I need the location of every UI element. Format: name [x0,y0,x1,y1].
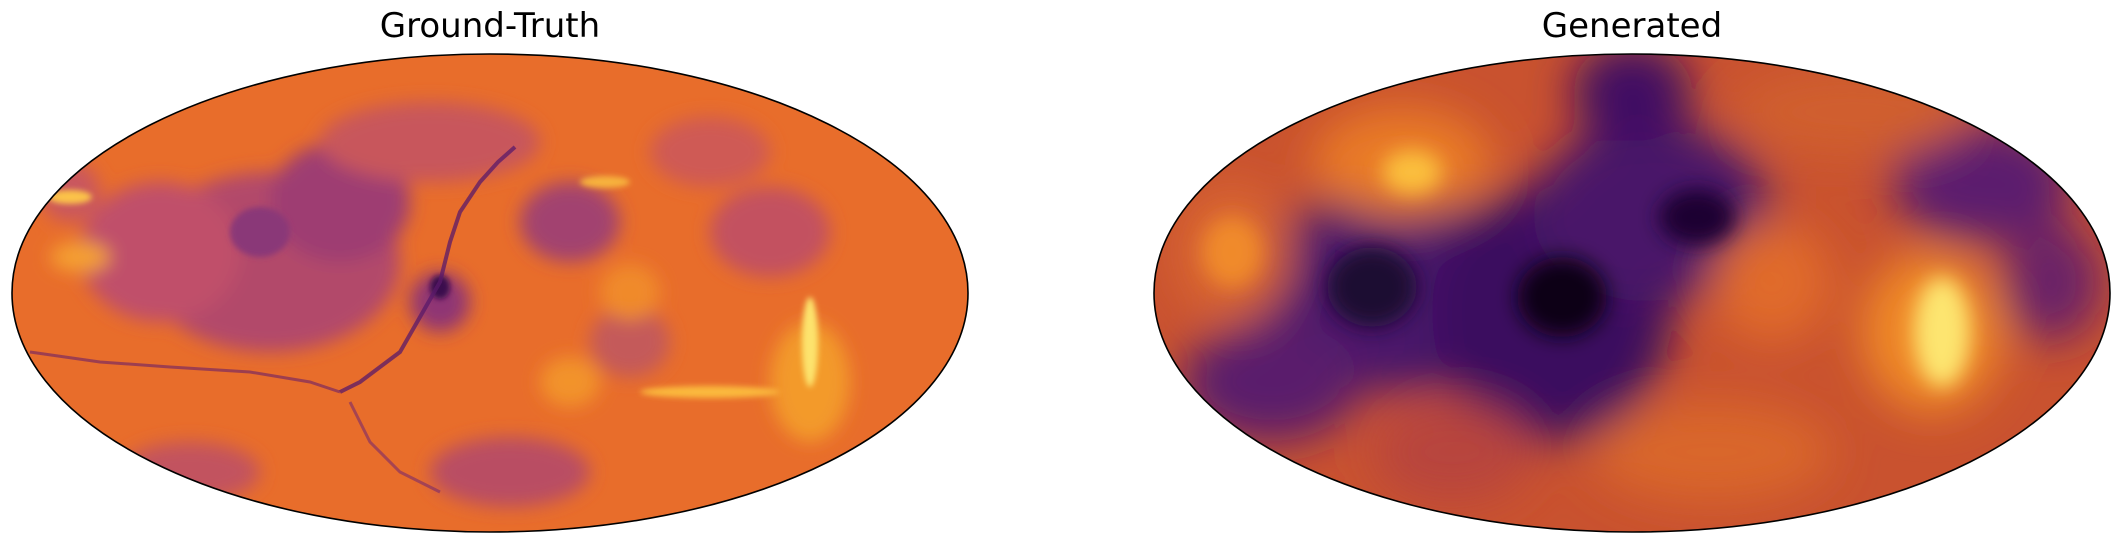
generated-panel: Generated [1152,0,2112,544]
ground-truth-mollweide-map [11,53,969,533]
map-outline [11,53,969,533]
generated-mollweide-map [1153,53,2111,533]
map-outline [1153,53,2111,533]
generated-title: Generated [1541,6,1723,46]
ground-truth-panel: Ground-Truth [10,0,970,544]
ground-truth-title: Ground-Truth [379,6,601,46]
